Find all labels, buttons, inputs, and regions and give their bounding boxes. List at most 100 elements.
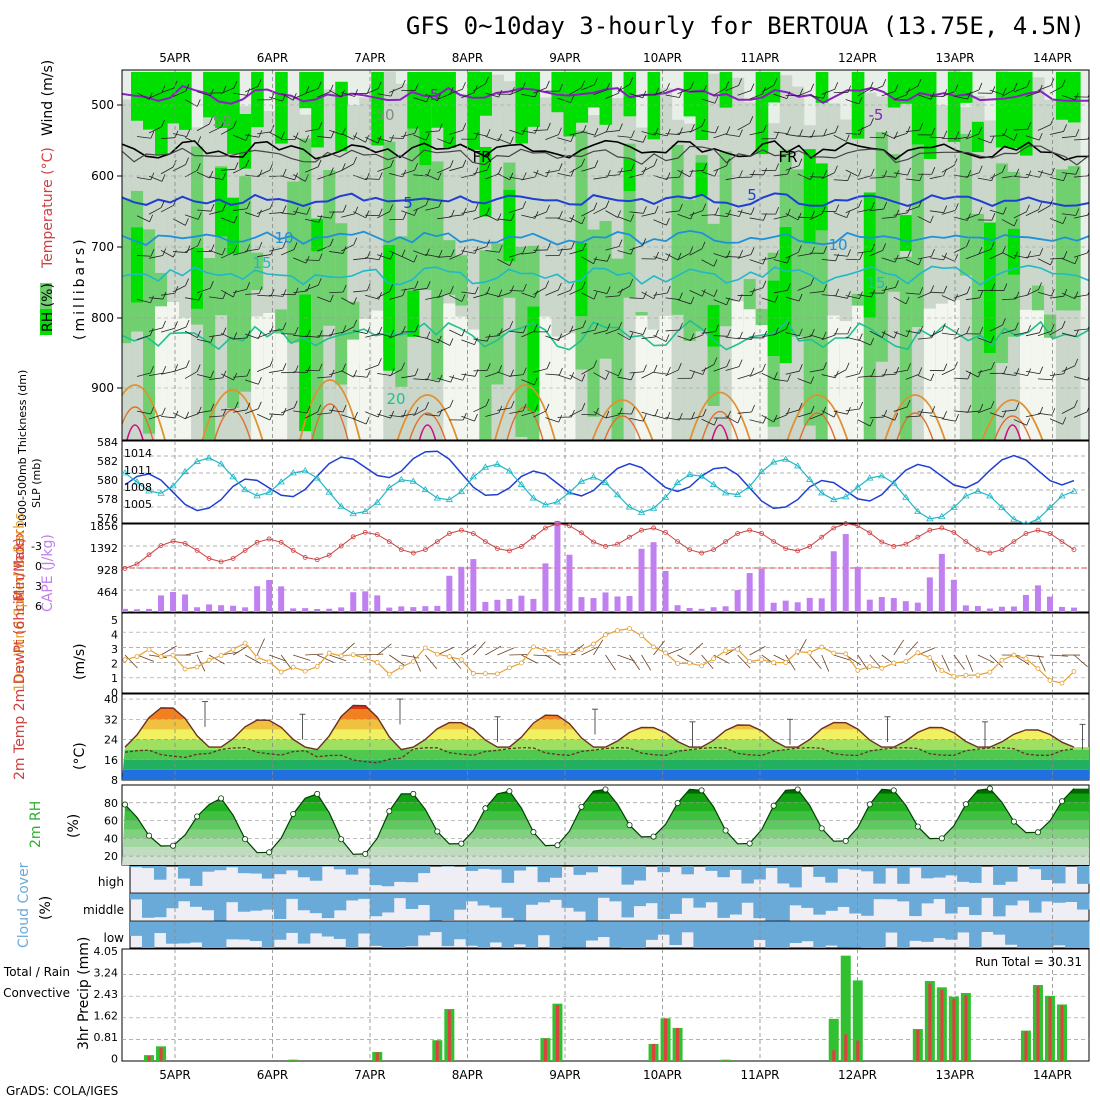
cloud-block bbox=[945, 893, 958, 914]
thickness-marker bbox=[1070, 487, 1078, 494]
wind-barb-flag bbox=[377, 81, 382, 89]
thickness-marker bbox=[950, 503, 958, 511]
wind-barb-flag bbox=[353, 156, 357, 165]
wind10-speed-marker bbox=[194, 664, 200, 670]
wind-barb-flag bbox=[1039, 406, 1044, 415]
wind-barb-shaft bbox=[184, 137, 198, 144]
wind-barb-flag bbox=[919, 122, 924, 131]
wind-barb-shaft bbox=[1001, 373, 1016, 376]
wind-barb-shaft bbox=[557, 374, 571, 380]
cloud-block bbox=[345, 893, 359, 901]
wind-barb-flag bbox=[870, 117, 874, 126]
contour-label: 15 bbox=[866, 274, 885, 292]
wind-barb-flag bbox=[594, 77, 598, 85]
wind-barb-shaft bbox=[821, 294, 836, 297]
wind-barb-shaft bbox=[245, 134, 259, 138]
wind-barb-flag bbox=[955, 327, 960, 336]
wind-barb-flag bbox=[1002, 317, 1006, 326]
precip-axis: 4.053.242.431.620.810 bbox=[94, 945, 119, 1066]
wind-barb-flag bbox=[943, 205, 948, 213]
rh2m-marker bbox=[794, 786, 801, 793]
cloud-block bbox=[261, 893, 275, 910]
wind-barb-flag bbox=[798, 158, 803, 166]
wind-barb-flag bbox=[294, 287, 299, 295]
wind-barb-flag bbox=[593, 256, 598, 264]
rh-mid-column bbox=[287, 181, 300, 343]
wind10-barb bbox=[305, 653, 324, 656]
precip-legend-total: Total / Rain bbox=[3, 965, 70, 979]
cloud-block bbox=[501, 921, 515, 948]
thickness-marker bbox=[589, 473, 598, 480]
cloud-block bbox=[585, 866, 599, 873]
rh-mid-column bbox=[671, 144, 685, 315]
wind-barb-shaft bbox=[989, 252, 1003, 260]
wind-barb-flag bbox=[1075, 129, 1080, 137]
wind-barb-flag bbox=[342, 127, 346, 135]
thickness-marker bbox=[1046, 503, 1054, 511]
wind-barb-flag bbox=[232, 289, 237, 298]
wind-barb-flag bbox=[655, 87, 659, 96]
wind-barb-flag bbox=[1061, 79, 1066, 87]
wind-barb-shaft bbox=[677, 130, 692, 134]
wind-barb-shaft bbox=[1037, 330, 1052, 337]
rh2m-marker bbox=[434, 828, 441, 835]
lifted-index-marker bbox=[711, 547, 717, 553]
cloud-block bbox=[981, 921, 994, 932]
wind10-tick-label: 0 bbox=[111, 687, 118, 700]
cape-bar bbox=[194, 607, 201, 612]
wind-barb-shaft bbox=[317, 135, 332, 139]
thickness-marker bbox=[277, 478, 285, 485]
wind-barb-shaft bbox=[533, 368, 548, 373]
wind-barb-shaft bbox=[833, 134, 847, 142]
wind-barb-flag bbox=[750, 83, 755, 91]
wind-barb-flag bbox=[906, 399, 911, 408]
thickness-marker bbox=[806, 475, 814, 482]
wind-barb-flag bbox=[606, 124, 610, 132]
wind-barb-shaft bbox=[569, 409, 583, 417]
wind-barb-flag bbox=[847, 173, 852, 181]
rh-mid-column bbox=[443, 240, 456, 295]
wind-barb-shaft bbox=[665, 297, 680, 300]
wind-barb-shaft bbox=[641, 411, 656, 417]
contour-label: 50 bbox=[375, 106, 394, 124]
lifted-index-marker bbox=[759, 531, 765, 536]
wind-barb-shaft bbox=[197, 209, 212, 212]
wind-barb-shaft bbox=[160, 415, 175, 419]
wind-barb-shaft bbox=[677, 299, 692, 305]
lifted-index-marker bbox=[963, 539, 969, 544]
wind-barb-flag bbox=[377, 409, 382, 418]
wind-barb-shaft bbox=[881, 373, 896, 376]
rh-dry-column bbox=[1019, 309, 1033, 440]
wind-barb-flag bbox=[498, 289, 503, 297]
wind-barb-shaft bbox=[461, 373, 476, 377]
cloud-block bbox=[477, 893, 491, 906]
wind-barb-flag bbox=[342, 363, 347, 371]
wind10-barb bbox=[1013, 654, 1030, 665]
wind-barb-shaft bbox=[197, 410, 211, 414]
lifted-index-marker bbox=[1047, 531, 1053, 536]
wind10-barb bbox=[629, 654, 640, 671]
wind-barb-shaft bbox=[581, 84, 595, 91]
wind-barb-shaft bbox=[941, 91, 956, 97]
precip-convective-bar bbox=[159, 1047, 163, 1061]
wind-barb-flag bbox=[823, 284, 827, 292]
cloud-block bbox=[789, 866, 802, 888]
cloud-block bbox=[933, 893, 946, 900]
cloud-block bbox=[885, 921, 898, 933]
wind-barb-shaft bbox=[509, 207, 523, 213]
wind-barb-shaft bbox=[473, 369, 488, 372]
wind-barb-flag bbox=[679, 322, 683, 331]
lifted-index-marker bbox=[927, 527, 933, 533]
wind-barb-flag bbox=[954, 84, 959, 92]
wind-barb-shaft bbox=[737, 374, 752, 380]
top-date-label: 11APR bbox=[740, 51, 779, 65]
wind-barb-shaft bbox=[965, 213, 980, 220]
cloud-block bbox=[777, 893, 790, 921]
wind10-speed-marker bbox=[266, 659, 272, 665]
wind-barb-flag bbox=[438, 374, 443, 383]
wind-barb-shaft bbox=[160, 370, 175, 375]
cloud-block bbox=[741, 921, 754, 948]
rh2m-marker bbox=[386, 808, 393, 815]
wind-barb-flag bbox=[955, 414, 959, 422]
cloud-block bbox=[1065, 893, 1078, 902]
